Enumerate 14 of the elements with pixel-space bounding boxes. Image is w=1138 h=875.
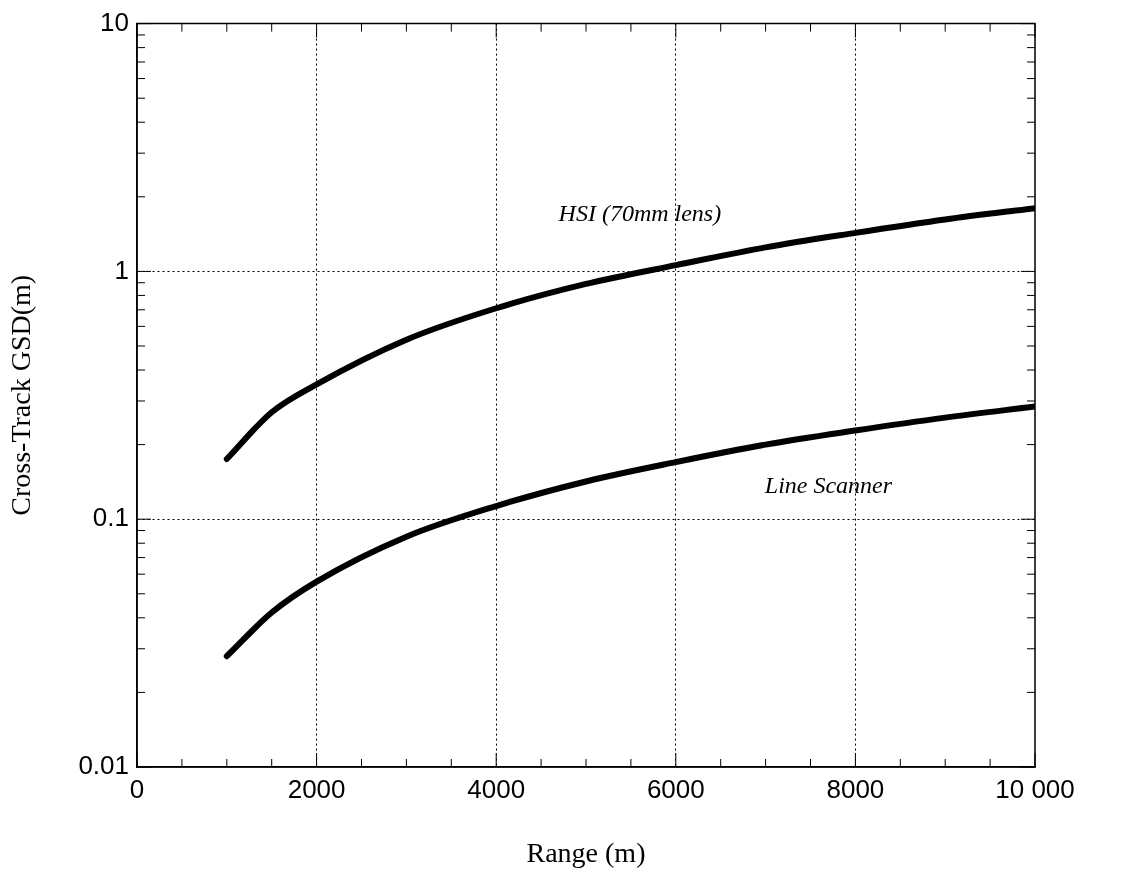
y-tick-label: 1	[114, 254, 129, 285]
series-label: Line Scanner	[763, 472, 893, 499]
y-tick-label: 0.1	[92, 502, 129, 533]
x-axis-title: Range (m)	[526, 836, 646, 868]
x-tick-label: 4000	[467, 773, 526, 804]
x-tick-label: 8000	[826, 773, 885, 804]
series-label: HSI (70mm lens)	[557, 199, 722, 226]
x-tick-label: 0	[129, 773, 145, 804]
x-tick-label: 2000	[287, 773, 346, 804]
x-tick-label: 6000	[646, 773, 705, 804]
x-tick-label: 10 000	[995, 773, 1075, 804]
y-tick-label: 10	[100, 6, 129, 37]
y-axis-title: Cross-Track GSD(m)	[5, 274, 37, 516]
y-tick-label: 0.01	[78, 750, 129, 781]
